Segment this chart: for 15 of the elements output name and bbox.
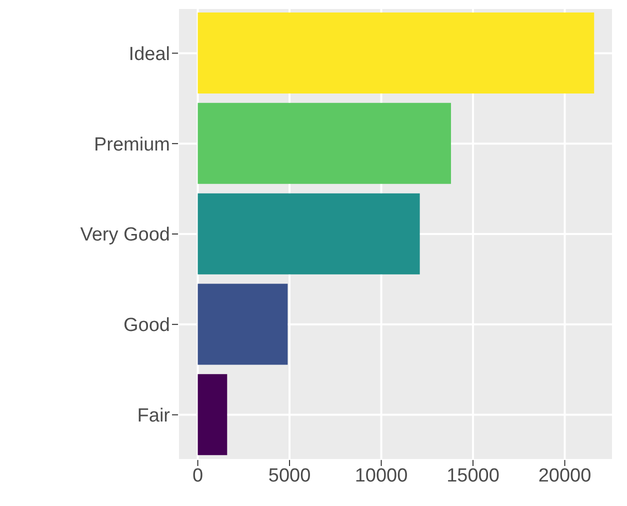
bar xyxy=(198,102,451,184)
y-tick-label: Ideal xyxy=(128,44,170,65)
y-tick-label: Very Good xyxy=(80,224,170,246)
x-tick-label: 20000 xyxy=(538,465,592,486)
x-tick-label: 5000 xyxy=(268,465,311,486)
y-tick-label: Good xyxy=(124,315,170,336)
bar xyxy=(198,12,594,94)
bar xyxy=(198,193,420,274)
y-tick-label: Premium xyxy=(94,134,170,156)
bar xyxy=(198,284,288,365)
y-tick-label: Fair xyxy=(137,406,171,427)
x-tick-label: 0 xyxy=(192,465,204,486)
bar xyxy=(198,374,228,456)
x-tick-label: 10000 xyxy=(354,465,408,486)
x-tick-label: 15000 xyxy=(446,465,500,486)
